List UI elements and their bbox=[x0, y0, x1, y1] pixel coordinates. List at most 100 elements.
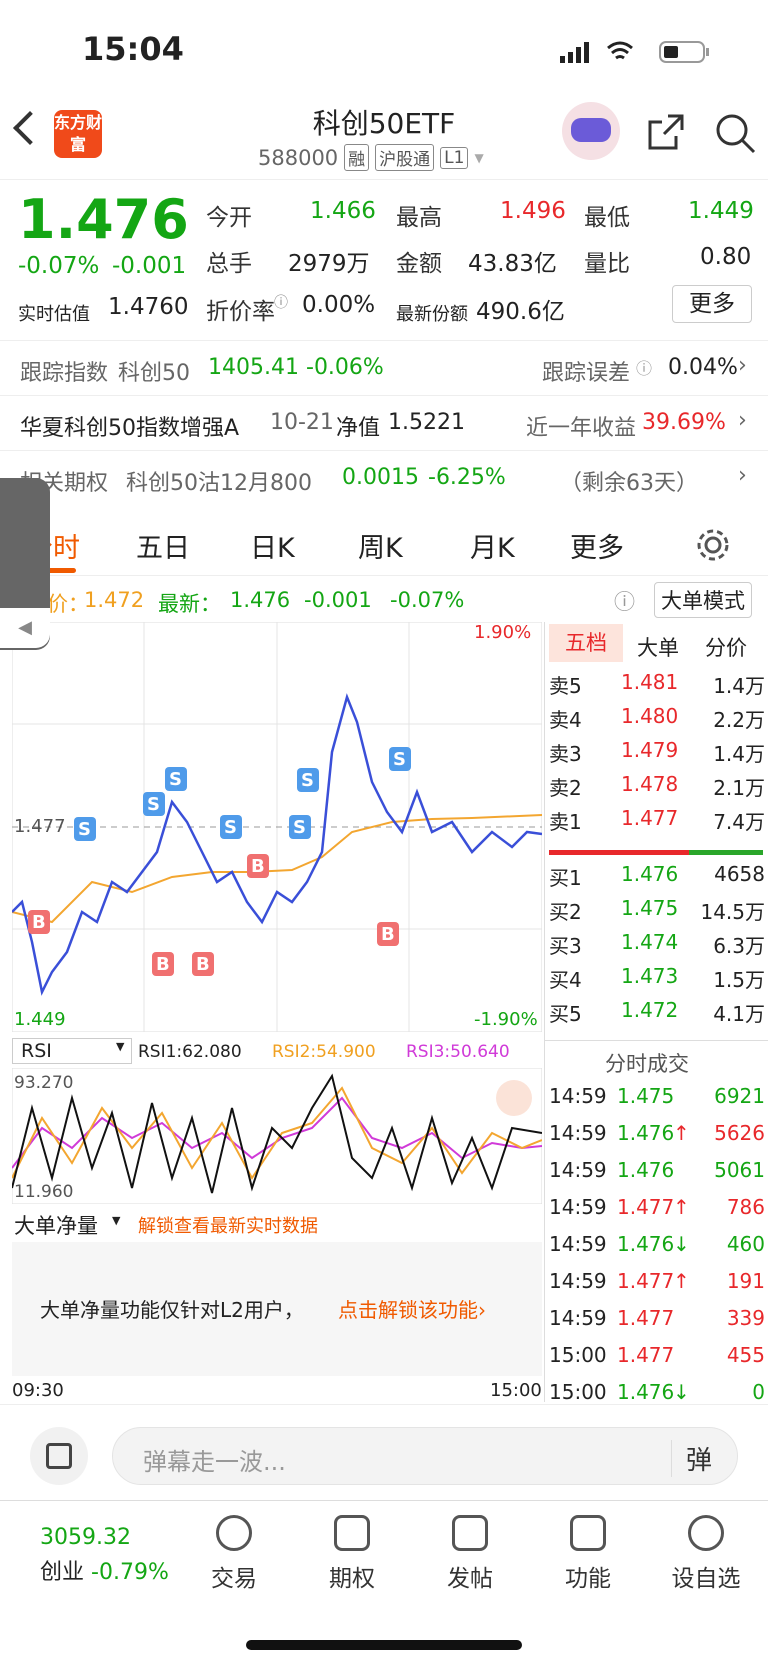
sell-marker: S bbox=[393, 749, 406, 770]
level-label: 买3 bbox=[549, 934, 582, 958]
assistant-avatar[interactable] bbox=[562, 102, 620, 160]
tab-more[interactable]: 更多 bbox=[570, 533, 624, 564]
ask-row[interactable]: 卖5 1.481 1.4万 bbox=[549, 670, 765, 704]
trade-price: 1.477 bbox=[617, 1269, 675, 1293]
info-icon[interactable]: ⓘ bbox=[274, 295, 288, 311]
tab-monthly[interactable]: 月K bbox=[470, 533, 515, 564]
tracking-row[interactable]: 跟踪指数 科创50 1405.41 -0.06% 跟踪误差 ⓘ 0.04% › bbox=[0, 340, 768, 395]
help-icon[interactable]: ⓘ bbox=[614, 590, 635, 614]
open-label: 今开 bbox=[206, 205, 252, 231]
buy-marker: B bbox=[381, 924, 395, 945]
danmaku-input[interactable]: 弹幕走一波... 弹 bbox=[112, 1427, 738, 1485]
indicator-selector[interactable]: RSI bbox=[12, 1038, 132, 1064]
bid-row[interactable]: 买5 1.472 4.1万 bbox=[549, 998, 765, 1032]
settings-icon[interactable] bbox=[696, 528, 730, 562]
x-end-label: 15:00 bbox=[490, 1380, 542, 1401]
premium-value: 0.00% bbox=[302, 292, 376, 318]
chevron-down-icon[interactable]: ▼ bbox=[112, 1214, 121, 1227]
level-price: 1.477 bbox=[621, 806, 679, 830]
change-pct: -0.07% bbox=[18, 253, 100, 279]
tag-margin: 融 bbox=[344, 144, 370, 171]
option-row[interactable]: 相关期权 科创50沽12月800 0.0015 -6.25% （剩余63天） › bbox=[0, 450, 768, 505]
fund-row[interactable]: 华夏科创50指数增强A 10-21 净值 1.5221 近一年收益 39.69%… bbox=[0, 395, 768, 450]
active-tab-indicator bbox=[30, 568, 76, 573]
bid-row[interactable]: 买3 1.474 6.3万 bbox=[549, 930, 765, 964]
chevron-right-icon: › bbox=[738, 353, 747, 378]
level-label: 卖3 bbox=[549, 742, 582, 766]
trades-title[interactable]: 分时成交 bbox=[605, 1052, 689, 1076]
nav-functions[interactable]: 功能 bbox=[538, 1515, 638, 1593]
status-bar: 15:04 bbox=[0, 0, 768, 100]
buy-marker: B bbox=[32, 912, 46, 933]
big-order-selector[interactable]: 大单净量 bbox=[14, 1214, 98, 1238]
nav-trade[interactable]: 交易 bbox=[184, 1515, 284, 1593]
bid-row[interactable]: 买2 1.475 14.5万 bbox=[549, 896, 765, 930]
help-icon[interactable]: ⓘ bbox=[636, 359, 653, 378]
level-label: 卖4 bbox=[549, 708, 582, 732]
unlock-link[interactable]: 解锁查看最新实时数据 bbox=[138, 1216, 318, 1237]
ask-row[interactable]: 卖3 1.479 1.4万 bbox=[549, 738, 765, 772]
tab-weekly[interactable]: 周K bbox=[358, 533, 403, 564]
open-value: 1.466 bbox=[310, 198, 376, 224]
notes-icon[interactable] bbox=[30, 1427, 88, 1485]
mid-price-label: 1.477 bbox=[14, 816, 66, 837]
search-icon[interactable] bbox=[714, 112, 756, 154]
level-price: 1.481 bbox=[621, 670, 679, 694]
nav-watchlist[interactable]: 设自选 bbox=[656, 1515, 756, 1593]
last-value: 1.476 bbox=[230, 588, 291, 612]
ratio-label: 量比 bbox=[584, 251, 630, 277]
last-change: -0.001 bbox=[304, 588, 372, 612]
nav-trade-label: 交易 bbox=[211, 1566, 257, 1592]
danmaku-toggle-button[interactable]: 弹 bbox=[671, 1440, 712, 1477]
big-order-mode-button[interactable]: 大单模式 bbox=[654, 582, 752, 618]
side-float-panel[interactable]: ◀ bbox=[0, 478, 50, 650]
track-error-value: 0.04% bbox=[668, 355, 738, 380]
amount-value: 43.83亿 bbox=[468, 251, 557, 277]
chart-info-line: 均价： 1.472 最新： 1.476 -0.001 -0.07% ⓘ 大单模式 bbox=[0, 578, 768, 622]
nav-post-label: 发帖 bbox=[447, 1566, 493, 1592]
grid-icon bbox=[570, 1515, 606, 1551]
tab-depth[interactable]: 五档 bbox=[549, 624, 623, 662]
level-volume: 14.5万 bbox=[700, 900, 765, 924]
home-indicator bbox=[246, 1640, 522, 1650]
tab-daily[interactable]: 日K bbox=[250, 533, 295, 564]
index-ticker[interactable]: 3059.32 创业 -0.79% bbox=[40, 1525, 169, 1586]
level-volume: 1.4万 bbox=[713, 742, 765, 766]
period-tabs: 分时 五日 日K 周K 月K 更多 bbox=[0, 510, 768, 576]
share-icon[interactable] bbox=[646, 112, 686, 152]
ask-row[interactable]: 卖1 1.477 7.4万 bbox=[549, 806, 765, 840]
tab-big-orders[interactable]: 大单 bbox=[637, 636, 679, 660]
bid-row[interactable]: 买1 1.476 4658 bbox=[549, 862, 765, 896]
nav-options[interactable]: 期权 bbox=[302, 1515, 402, 1593]
intraday-chart[interactable]: S S S S S S S B B B B B 5 1.90% 1.477 1.… bbox=[12, 622, 542, 1032]
volume-label: 总手 bbox=[206, 251, 252, 277]
bid-bar bbox=[689, 850, 763, 855]
trade-row: 14:59 1.475 6921 bbox=[549, 1084, 765, 1121]
fund-return: 39.69% bbox=[642, 410, 726, 435]
volume-value: 2979万 bbox=[288, 251, 370, 277]
tag-level[interactable]: L1 bbox=[440, 146, 469, 169]
rsi-chart[interactable]: 93.270 11.960 bbox=[12, 1068, 542, 1204]
nav-options-label: 期权 bbox=[329, 1566, 375, 1592]
speaker-icon[interactable]: ◀ bbox=[0, 608, 50, 648]
chevron-right-icon: › bbox=[738, 463, 747, 488]
chevron-down-icon[interactable]: ▼ bbox=[116, 1040, 125, 1053]
chevron-down-icon[interactable]: ▼ bbox=[474, 150, 484, 165]
ask-row[interactable]: 卖4 1.480 2.2万 bbox=[549, 704, 765, 738]
nav-post[interactable]: 发帖 bbox=[420, 1515, 520, 1593]
big-order-locked-panel: 大单净量功能仅针对L2用户， 点击解锁该功能› bbox=[12, 1242, 542, 1376]
unlock-feature-link[interactable]: 点击解锁该功能› bbox=[338, 1298, 486, 1322]
fund-name: 华夏科创50指数增强A bbox=[20, 416, 240, 441]
ask-row[interactable]: 卖2 1.478 2.1万 bbox=[549, 772, 765, 806]
level-volume: 4.1万 bbox=[713, 1002, 765, 1026]
nav-watchlist-label: 设自选 bbox=[671, 1566, 741, 1592]
sell-marker: S bbox=[169, 769, 182, 790]
tab-price-dist[interactable]: 分价 bbox=[705, 636, 747, 660]
bid-row[interactable]: 买4 1.473 1.5万 bbox=[549, 964, 765, 998]
more-button[interactable]: 更多 bbox=[672, 285, 752, 323]
level-label: 买4 bbox=[549, 968, 582, 992]
option-pct: -6.25% bbox=[428, 465, 506, 490]
y-min-label: 1.449 bbox=[14, 1009, 66, 1030]
rsi3-value: RSI3:50.640 bbox=[406, 1042, 510, 1062]
tab-five-day[interactable]: 五日 bbox=[136, 533, 190, 564]
